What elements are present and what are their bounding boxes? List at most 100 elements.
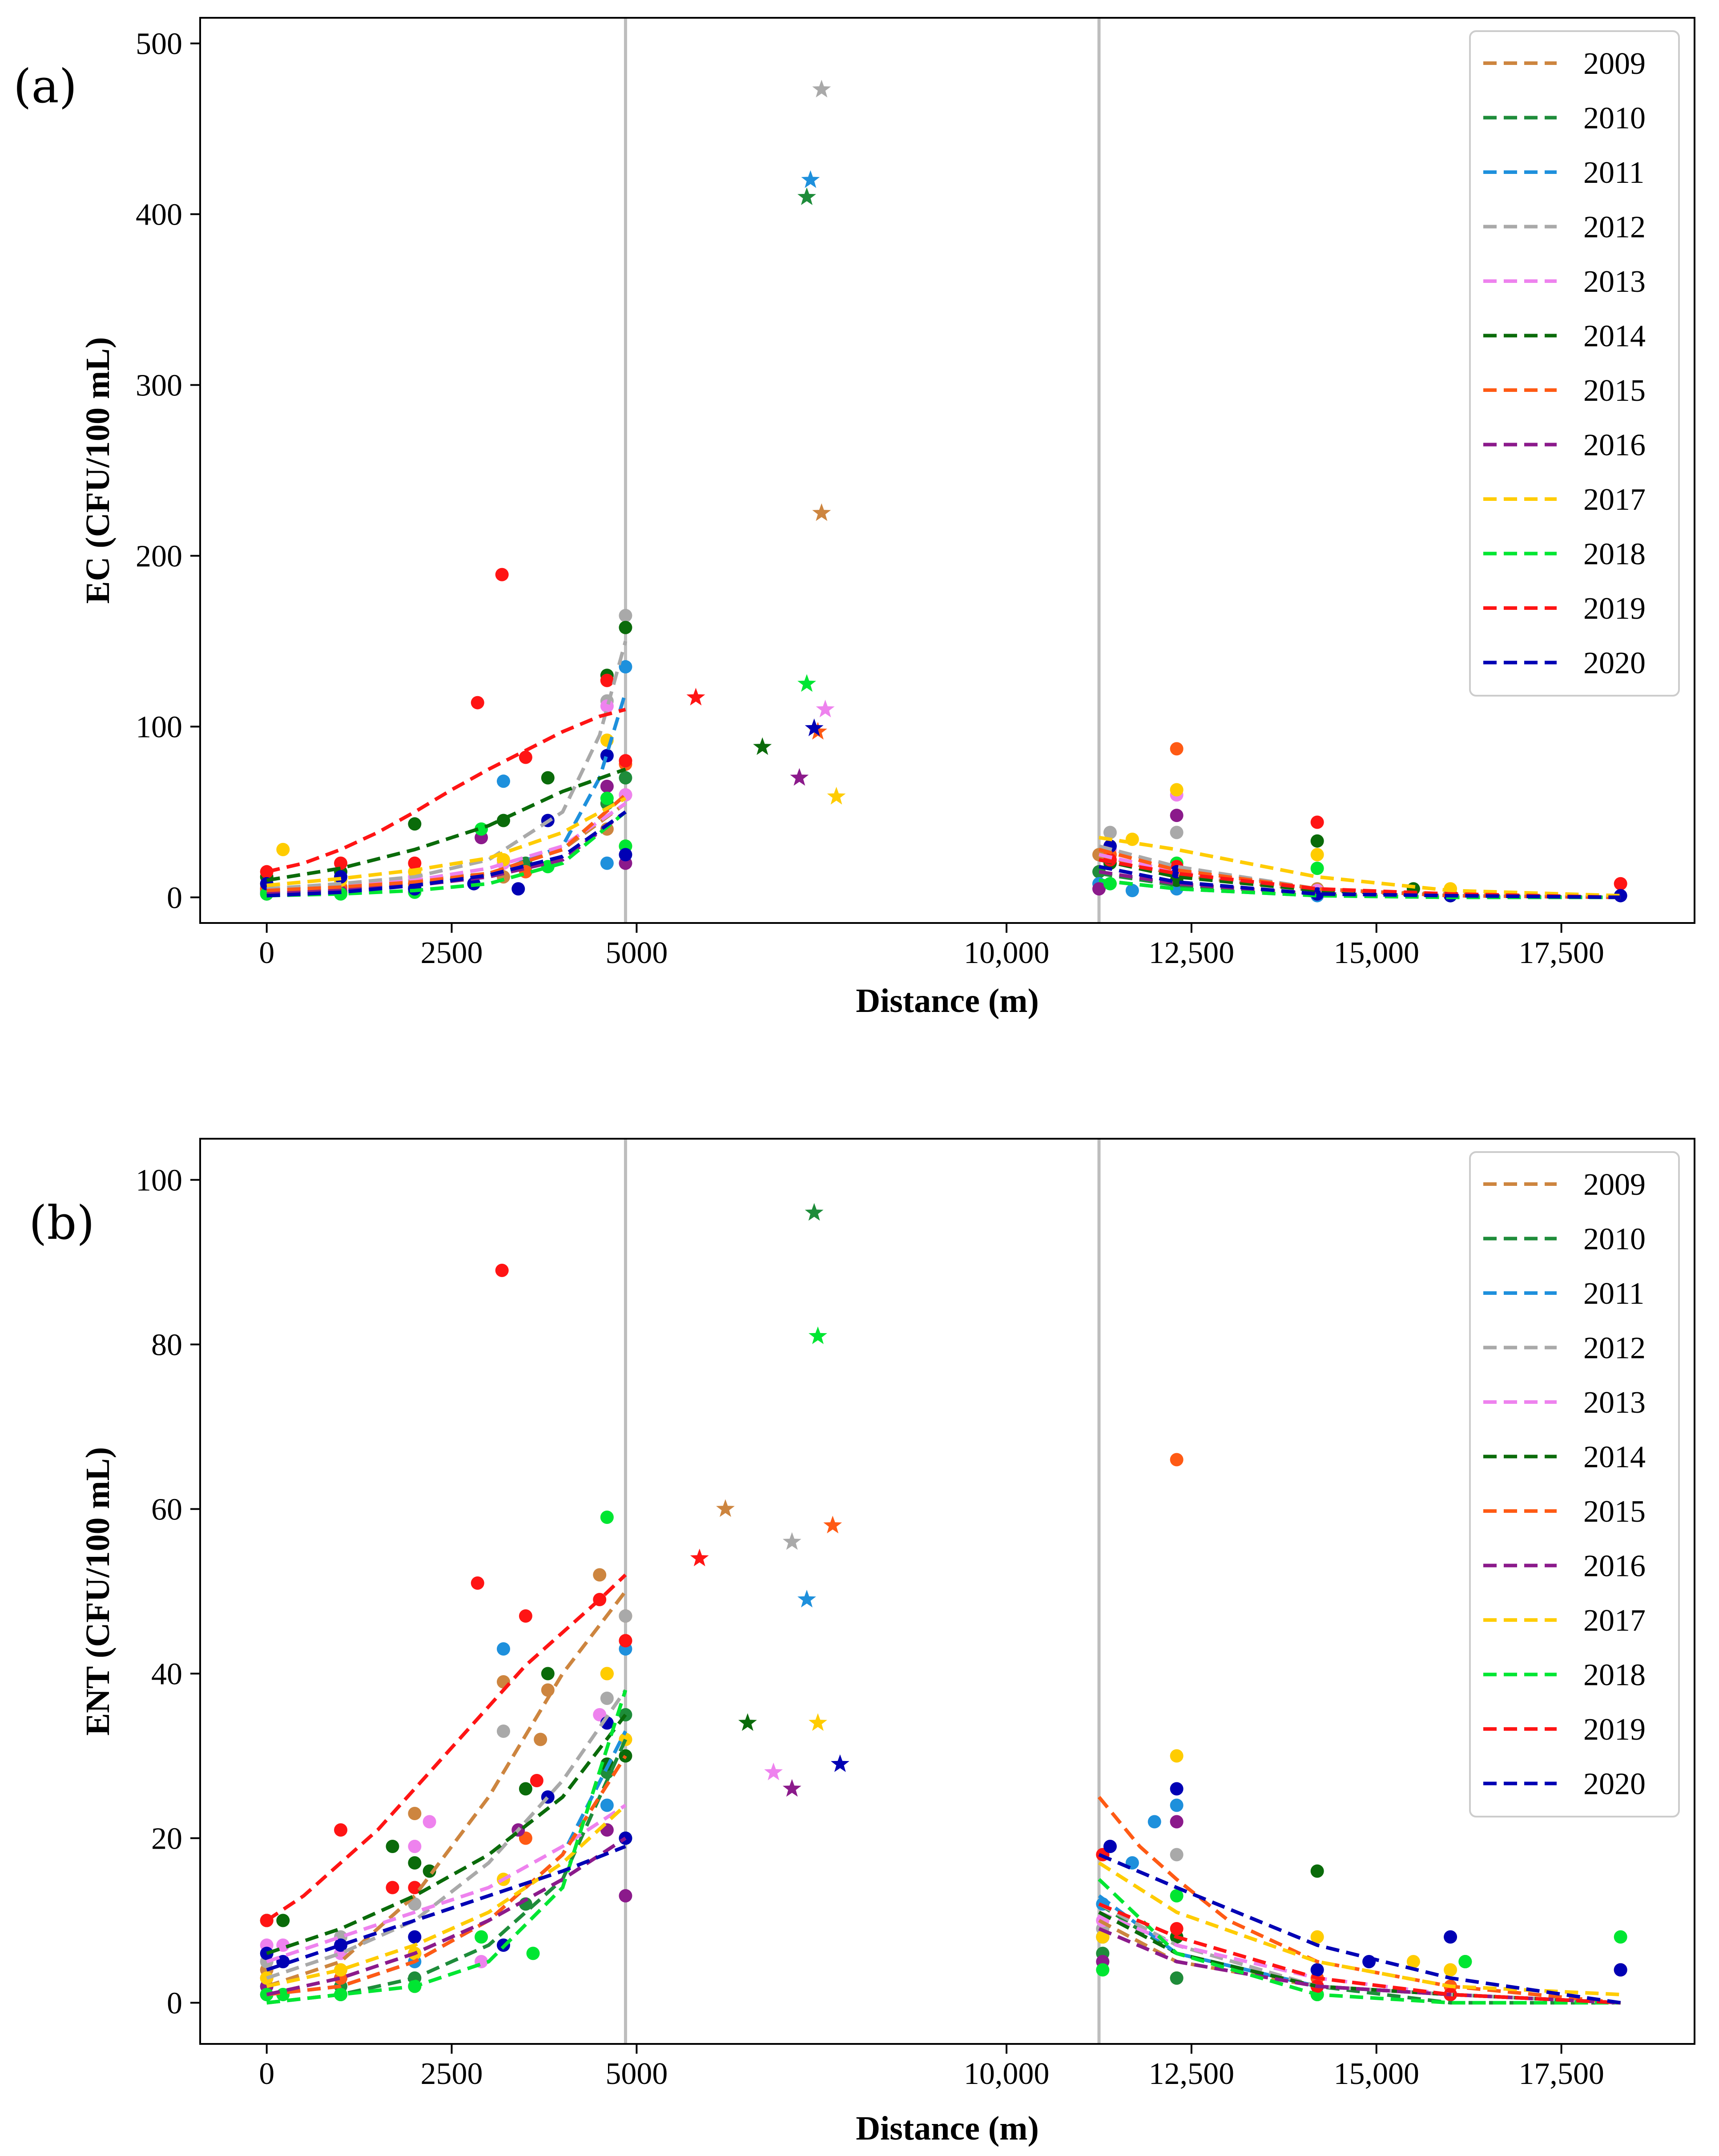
point-2013 [276,1938,290,1952]
star-marker-2014 [753,737,772,755]
point-2014 [541,1667,555,1680]
point-2020 [619,848,632,862]
point-2019 [471,696,484,709]
point-2017 [1170,783,1184,797]
y-tick-label: 40 [151,1657,182,1692]
legend-label-2015: 2015 [1583,374,1646,408]
point-2016 [1170,1815,1184,1829]
fit-line-2017-upstream [266,797,627,887]
legend-label-2018: 2018 [1583,537,1646,572]
point-2014 [408,817,422,831]
x-tick-label: 0 [259,936,274,970]
point-2020 [1170,1782,1184,1796]
star-marker-2009 [812,503,831,521]
point-2010 [1170,1971,1184,1985]
legend-label-2018: 2018 [1583,1658,1646,1693]
legend-label-2020: 2020 [1583,646,1646,681]
legend-label-2014: 2014 [1583,1440,1646,1475]
point-2020 [334,1938,348,1952]
point-2016 [1092,882,1106,896]
fit-line-2019-upstream [266,1573,627,1922]
fit-line-2015-upstream [266,793,627,892]
x-tick-label: 17,500 [1518,2057,1604,2091]
point-2017 [1310,848,1324,862]
point-2018 [1458,1955,1472,1968]
point-2019 [600,673,614,687]
fit-line-2017-upstream [266,1804,627,1988]
point-2011 [496,774,510,788]
point-2012 [496,1725,510,1738]
point-2011 [1125,884,1139,898]
fit-line-2020-upstream [266,810,627,898]
point-2019 [619,754,632,768]
point-2018 [600,1511,614,1524]
legend-label-2011: 2011 [1583,156,1644,190]
legend-label-2010: 2010 [1583,1222,1646,1257]
point-2020 [511,882,525,896]
fit-line-2012-upstream [266,641,628,891]
point-2018 [600,791,614,805]
fit-line-2015-upstream [266,1755,627,1996]
point-2019 [1310,815,1324,829]
point-2012 [1103,826,1117,839]
legend-label-2011: 2011 [1583,1277,1644,1311]
point-2011 [619,660,632,674]
point-2018 [276,1988,290,2001]
point-2011 [600,1798,614,1812]
star-marker-2010 [805,1203,824,1221]
point-2013 [600,699,614,713]
point-2011 [1170,1798,1184,1812]
x-axis-title: Distance (m) [856,982,1039,1020]
fit-line-2009-upstream [266,1590,627,1988]
legend-label-2012: 2012 [1583,210,1646,245]
legend-box [1469,30,1680,697]
point-2019 [334,1823,348,1837]
point-2017 [276,842,290,856]
point-2020 [600,749,614,762]
star-marker-2009 [716,1499,735,1517]
point-2017 [1310,1930,1324,1944]
star-marker-2012 [812,80,831,98]
x-tick-label: 10,000 [964,2057,1050,2091]
point-2018 [475,1930,488,1944]
legend-label-2014: 2014 [1583,319,1646,354]
legend-label-2019: 2019 [1583,592,1646,626]
legend-label-2016: 2016 [1583,1549,1646,1584]
point-2012 [1170,1848,1184,1862]
star-marker-2014 [738,1713,757,1731]
point-2018 [1096,1963,1110,1977]
point-2019 [495,568,509,581]
point-2011 [600,856,614,870]
point-2019 [1614,877,1627,891]
point-2017 [334,1963,348,1977]
point-2011 [496,1642,510,1656]
point-2009 [593,1568,607,1582]
fit-line-2018-downstream [1099,879,1621,899]
legend-label-2010: 2010 [1583,101,1646,136]
point-2019 [495,1264,509,1277]
point-2018 [1103,877,1117,891]
point-2012 [600,1692,614,1705]
legend-label-2009: 2009 [1583,47,1646,81]
star-marker-2018 [797,674,816,692]
star-marker-2016 [790,768,809,786]
point-2010 [619,771,632,785]
star-marker-2010 [797,187,816,205]
point-2011 [1147,1815,1161,1829]
legend-label-2015: 2015 [1583,1495,1646,1529]
point-2020 [1614,1963,1627,1977]
y-tick-label: 100 [136,710,182,744]
x-tick-label: 12,500 [1149,936,1235,970]
star-marker-2020 [830,1754,849,1772]
point-2014 [519,1782,532,1796]
fit-line-2019-upstream [266,708,626,874]
data-layer [260,1203,1627,2005]
point-2020 [1103,1840,1117,1853]
point-2017 [1406,1955,1420,1968]
star-marker-2017 [809,1713,827,1731]
panel-label: (a) [13,59,77,113]
y-tick-label: 400 [136,198,182,232]
fit-line-2012-upstream [266,1689,627,1980]
star-marker-2019 [690,1548,709,1567]
